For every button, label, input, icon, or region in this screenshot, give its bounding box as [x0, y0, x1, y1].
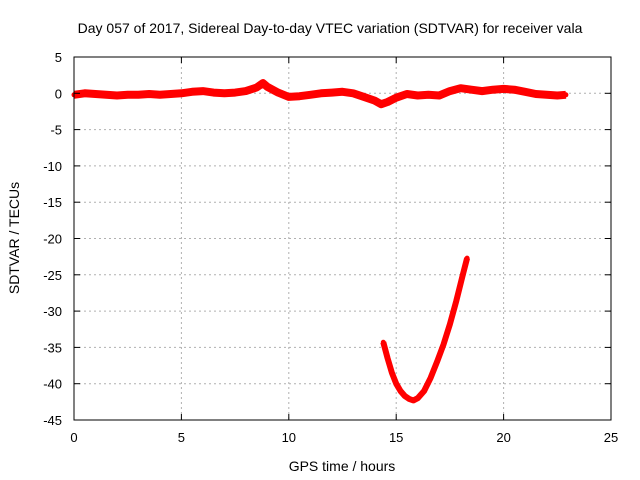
data-point — [307, 92, 313, 98]
data-point — [434, 359, 440, 365]
y-tick-label: 0 — [55, 86, 62, 101]
y-tick-label: -30 — [43, 304, 62, 319]
data-point — [393, 95, 399, 101]
data-point — [468, 87, 474, 93]
data-point — [232, 90, 238, 96]
data-point — [221, 90, 227, 96]
data-point — [297, 93, 302, 99]
data-point — [421, 388, 427, 394]
data-point — [447, 321, 453, 327]
data-point — [189, 89, 195, 95]
data-point — [264, 84, 270, 90]
data-point — [533, 91, 539, 97]
data-point — [318, 90, 324, 96]
data-point — [563, 92, 569, 98]
y-tick-label: -20 — [43, 232, 62, 247]
x-tick-label: 20 — [496, 430, 510, 445]
data-point — [415, 395, 421, 401]
data-point — [447, 88, 453, 94]
data-point — [479, 88, 485, 94]
y-tick-label: -45 — [43, 413, 62, 428]
data-point — [380, 339, 386, 345]
data-point — [103, 92, 109, 98]
data-point — [125, 92, 131, 98]
series-line-2 — [380, 257, 471, 404]
data-point — [554, 93, 560, 98]
y-axis-label: SDTVAR / TECUs — [6, 182, 22, 294]
y-tick-label: -40 — [43, 377, 62, 392]
data-point — [286, 94, 292, 100]
data-point — [135, 92, 141, 98]
y-tick-label: -25 — [43, 268, 62, 283]
data-point — [490, 87, 496, 93]
data-point — [453, 298, 459, 304]
data-point — [402, 393, 408, 399]
data-point — [243, 88, 249, 94]
data-point — [501, 86, 507, 92]
y-tick-label: -35 — [43, 340, 62, 355]
data-point — [511, 87, 517, 93]
data-point — [441, 342, 446, 347]
data-point — [464, 255, 470, 261]
y-tick-label: -10 — [43, 159, 62, 174]
data-point — [428, 375, 434, 381]
data-point — [254, 85, 260, 90]
data-point — [275, 90, 281, 96]
grid — [74, 57, 611, 420]
data-point — [168, 91, 174, 97]
data-layer — [71, 79, 569, 404]
data-point — [393, 381, 399, 387]
data-point — [406, 396, 412, 402]
data-point — [385, 99, 391, 105]
data-point — [114, 93, 120, 98]
data-point — [361, 94, 367, 100]
data-point — [436, 93, 442, 98]
data-point — [200, 88, 206, 94]
data-point — [329, 90, 335, 96]
data-point — [340, 89, 345, 95]
data-point — [378, 101, 384, 107]
data-point — [460, 272, 466, 278]
x-tick-label: 25 — [604, 430, 618, 445]
data-point — [404, 91, 410, 97]
x-tick-label: 5 — [178, 430, 185, 445]
data-point — [410, 397, 416, 403]
data-point — [93, 91, 98, 97]
x-tick-label: 15 — [389, 430, 403, 445]
data-point — [544, 92, 550, 98]
data-point — [146, 91, 152, 97]
data-point — [415, 93, 421, 98]
y-tick-label: -5 — [50, 123, 62, 138]
data-point — [178, 90, 184, 96]
data-point — [211, 90, 217, 96]
data-point — [389, 370, 395, 376]
data-point — [260, 80, 266, 86]
y-tick-label: -15 — [43, 195, 62, 210]
y-tick-label: 5 — [55, 50, 62, 65]
data-point — [458, 85, 464, 91]
data-point — [385, 355, 391, 361]
data-point — [350, 90, 356, 96]
data-point — [425, 92, 431, 98]
chart-title: Day 057 of 2017, Sidereal Day-to-day VTE… — [78, 20, 583, 36]
ticks: 0 5 10 15 20 25 5 0 -5 -10 -15 -20 -25 -30 -35 -40 -45 — [43, 50, 618, 445]
data-point — [398, 388, 403, 394]
data-point — [372, 98, 378, 104]
x-axis-label: GPS time / hours — [289, 458, 396, 474]
data-point — [82, 90, 88, 96]
data-point — [522, 89, 528, 95]
x-tick-label: 0 — [70, 430, 77, 445]
x-tick-label: 10 — [282, 430, 296, 445]
data-point — [157, 92, 163, 98]
